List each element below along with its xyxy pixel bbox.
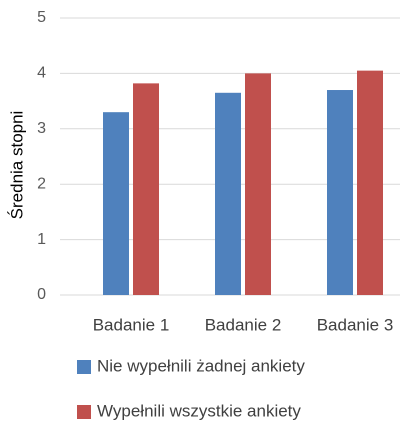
- bar: [327, 90, 353, 296]
- x-tick-label: Badanie 1: [93, 315, 170, 334]
- bar: [103, 112, 129, 296]
- legend-swatch: [77, 405, 91, 419]
- x-tick-label: Badanie 2: [205, 315, 282, 334]
- y-axis-label: Średnia stopni: [7, 111, 26, 220]
- bar: [133, 83, 159, 295]
- legend-label: Wypełnili wszystkie ankiety: [97, 401, 301, 420]
- bar: [245, 73, 271, 296]
- bar: [357, 70, 383, 295]
- x-tick-label: Badanie 3: [317, 315, 394, 334]
- bar: [215, 92, 241, 295]
- legend-label: Nie wypełnili żadnej ankiety: [97, 356, 305, 375]
- y-tick-label: 4: [37, 65, 46, 82]
- legend-swatch: [77, 360, 91, 374]
- y-tick-label: 5: [37, 9, 46, 26]
- y-tick-label: 3: [37, 120, 46, 137]
- y-tick-label: 1: [37, 231, 46, 248]
- y-tick-label: 2: [37, 175, 46, 192]
- y-tick-label: 0: [37, 286, 46, 303]
